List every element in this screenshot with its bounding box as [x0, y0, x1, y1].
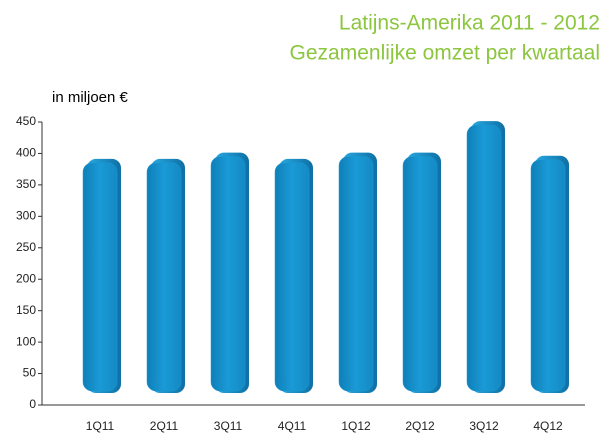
y-tick-label: 0 — [29, 397, 36, 411]
y-tick-label: 450 — [16, 114, 36, 128]
y-tick-label: 50 — [23, 366, 37, 380]
y-tick-label: 300 — [16, 209, 36, 223]
x-tick-label: 4Q11 — [278, 419, 307, 433]
bar — [210, 156, 246, 392]
y-tick-label: 200 — [16, 271, 36, 285]
y-tick-label: 100 — [16, 334, 36, 348]
y-tick-label: 150 — [16, 303, 36, 317]
chart-subtitle: Gezamenlijke omzet per kwartaal — [290, 42, 600, 65]
x-tick-label: 4Q12 — [533, 419, 563, 433]
x-tick-label: 2Q11 — [150, 419, 179, 433]
y-tick-label: 250 — [16, 240, 36, 254]
y-tick-label: 400 — [16, 146, 36, 160]
bar — [82, 162, 118, 392]
x-tick-label: 1Q12 — [341, 419, 371, 433]
bar — [530, 159, 566, 392]
bar — [274, 162, 310, 392]
bar — [146, 162, 182, 392]
x-tick-label: 3Q12 — [469, 419, 499, 433]
x-tick-label: 2Q12 — [405, 419, 435, 433]
bar — [402, 156, 438, 392]
x-tick-label: 3Q11 — [214, 419, 243, 433]
y-axis-label: in miljoen € — [52, 89, 129, 106]
bar — [466, 124, 502, 392]
chart-title: Latijns-Amerika 2011 - 2012 — [339, 12, 600, 35]
y-tick-label: 350 — [16, 177, 36, 191]
bar — [338, 156, 374, 392]
x-tick-label: 1Q11 — [86, 419, 115, 433]
